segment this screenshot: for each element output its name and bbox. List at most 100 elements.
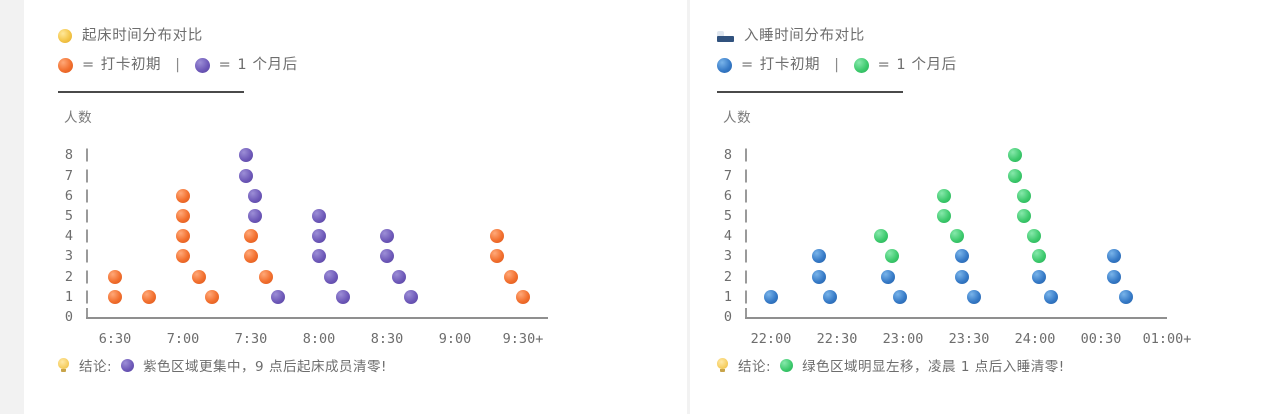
- data-point: [312, 249, 326, 264]
- data-point: [936, 188, 951, 203]
- y-tick-mark: [745, 169, 747, 183]
- data-point: [404, 289, 419, 304]
- y-tick-mark: [86, 169, 88, 183]
- y-tick-label: 7: [723, 167, 732, 184]
- data-point: [516, 289, 530, 304]
- x-tick-label: 22:00: [750, 331, 792, 347]
- legend-equals-later: =: [877, 57, 891, 73]
- bedtime-y-axis-title: 人数: [723, 110, 752, 126]
- data-point: [873, 229, 888, 244]
- y-tick-mark: [745, 148, 747, 162]
- header-divider: [717, 91, 903, 93]
- y-tick-label: 8: [723, 147, 732, 164]
- y-tick-label: 5: [723, 208, 732, 224]
- data-point: [955, 269, 970, 284]
- y-tick-label: 4: [64, 228, 73, 245]
- data-point: [1008, 168, 1023, 183]
- y-tick-label: 2: [723, 268, 732, 285]
- x-tick-label: 6:30: [98, 331, 132, 347]
- legend-equals-early: =: [82, 57, 95, 73]
- bedtime-title: 入睡时间分布对比: [744, 28, 865, 44]
- data-point: [392, 269, 407, 284]
- data-point: [1031, 269, 1046, 284]
- data-point: [885, 249, 900, 264]
- x-tick-label: 22:30: [816, 331, 858, 347]
- panel-wake-up: 起床时间分布对比 = 打卡初期 | = 1 个月后 人数 8 7 6 5 4 3 2 1 0 6:…: [24, 0, 687, 414]
- y-tick-mark: [745, 189, 747, 203]
- data-point: [176, 209, 190, 223]
- data-point: [336, 289, 351, 304]
- data-point: [823, 289, 838, 304]
- orange-dot-icon: [58, 57, 73, 73]
- legend-separator: |: [175, 57, 181, 73]
- data-point: [1043, 289, 1058, 304]
- x-tick-label: 9:30+: [502, 331, 544, 347]
- y-tick-mark: [86, 249, 88, 263]
- left-gutter: [0, 0, 24, 414]
- panel-bedtime: 入睡时间分布对比 = 打卡初期 | = 1 个月后 人数 8 7 6 5 4 3 2 1 0 22…: [687, 0, 1278, 414]
- y-axis-corner: [86, 308, 88, 317]
- y-tick-label: 1: [723, 288, 732, 305]
- data-point: [881, 269, 896, 284]
- x-tick-label: 24:00: [1014, 331, 1056, 347]
- x-axis-line: [745, 317, 1167, 319]
- data-point: [1107, 269, 1122, 284]
- data-point: [1107, 249, 1122, 264]
- y-tick-mark: [86, 290, 88, 304]
- data-point: [1119, 289, 1134, 304]
- data-point: [108, 289, 122, 304]
- x-tick-label: 23:30: [948, 331, 990, 347]
- y-tick-label: 8: [64, 147, 73, 164]
- y-tick-label: 4: [723, 228, 732, 245]
- data-point: [955, 249, 970, 264]
- wake-up-conclusion: 结论: 紫色区域更集中，9 点后起床成员清零!: [58, 355, 687, 375]
- data-point: [936, 209, 951, 223]
- data-point: [238, 168, 253, 183]
- data-point: [244, 249, 258, 264]
- legend-equals-later: =: [218, 57, 232, 73]
- y-tick-label: 3: [64, 248, 73, 265]
- bedtime-header: 入睡时间分布对比: [717, 26, 1278, 46]
- y-tick-mark: [86, 148, 88, 162]
- y-tick-label: 7: [64, 167, 73, 184]
- data-point: [271, 289, 286, 304]
- data-point: [811, 269, 826, 284]
- legend-label-later: 1 个月后: [237, 57, 298, 73]
- data-point: [1017, 209, 1032, 223]
- bedtime-conclusion: 结论: 绿色区域明显左移，凌晨 1 点后入睡清零!: [717, 355, 1278, 375]
- wake-up-title: 起床时间分布对比: [82, 28, 203, 44]
- y-tick-mark: [86, 209, 88, 223]
- data-point: [490, 229, 505, 244]
- x-axis-line: [86, 317, 548, 319]
- data-point: [204, 289, 219, 304]
- data-point: [503, 269, 518, 284]
- data-point: [192, 269, 207, 284]
- x-tick-label: 8:00: [302, 331, 336, 347]
- data-point: [238, 148, 253, 163]
- green-dot-icon: [853, 57, 869, 73]
- legend-label-later: 1 个月后: [896, 57, 957, 73]
- data-point: [950, 229, 965, 244]
- x-tick-label: 7:00: [166, 331, 200, 347]
- y-tick-label: 1: [64, 288, 73, 305]
- y-tick-label: 6: [723, 187, 732, 204]
- y-tick-label: 6: [64, 187, 73, 204]
- y-tick-label: 5: [64, 208, 73, 224]
- data-point: [1026, 229, 1041, 244]
- x-tick-label: 8:30: [370, 331, 404, 347]
- y-tick-mark: [86, 270, 88, 284]
- data-point: [176, 188, 190, 203]
- y-tick-label: 2: [64, 268, 73, 285]
- x-tick-label: 7:30: [234, 331, 268, 347]
- header-divider: [58, 91, 244, 93]
- sun-icon: [58, 29, 72, 43]
- data-point: [893, 289, 908, 304]
- green-dot-icon: [780, 358, 794, 372]
- x-tick-label: 01:00+: [1142, 331, 1192, 347]
- data-point: [1031, 249, 1046, 264]
- data-point: [324, 269, 339, 284]
- y-tick-label: 3: [723, 248, 732, 265]
- y-tick-mark: [86, 189, 88, 203]
- data-point: [176, 229, 190, 244]
